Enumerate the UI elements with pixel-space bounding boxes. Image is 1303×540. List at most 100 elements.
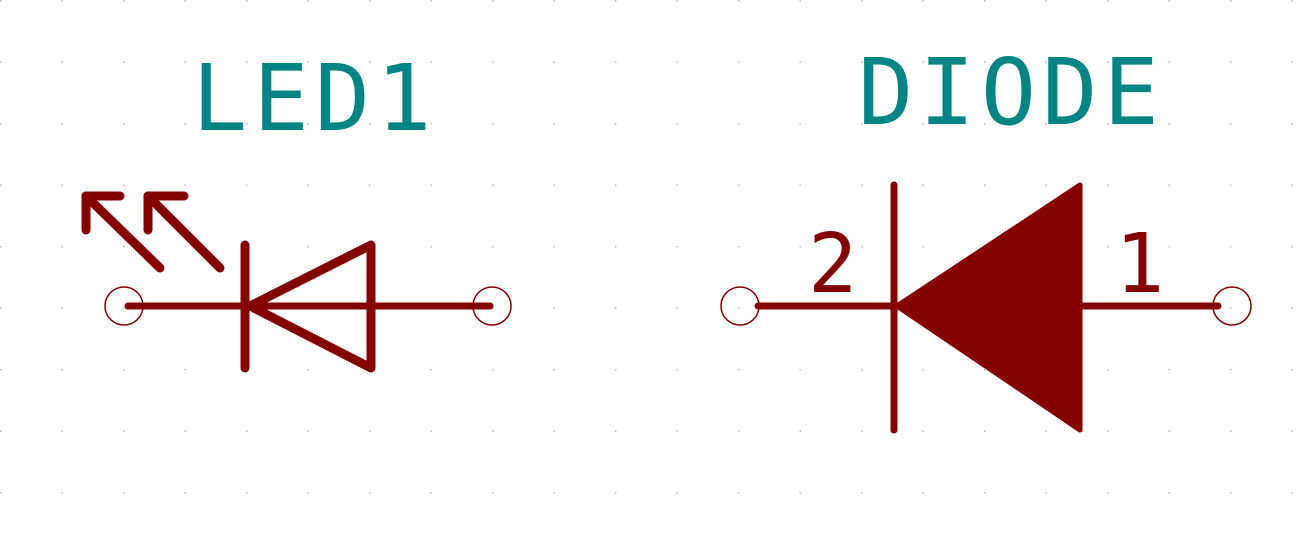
grid-dot bbox=[676, 246, 678, 248]
grid-dot bbox=[1291, 61, 1293, 63]
grid-dot bbox=[922, 61, 924, 63]
led-triangle-outline bbox=[245, 240, 376, 373]
grid-dot bbox=[1045, 61, 1047, 63]
grid-dot bbox=[1168, 184, 1170, 186]
grid-dot bbox=[1168, 0, 1170, 2]
grid-dot bbox=[0, 61, 2, 63]
led-component[interactable]: LED1 bbox=[81, 45, 512, 373]
grid-dot bbox=[553, 307, 555, 309]
grid-dot bbox=[123, 492, 125, 494]
grid-dot bbox=[307, 246, 309, 248]
grid-dot bbox=[1045, 430, 1047, 432]
diode-pin-left-endpoint[interactable] bbox=[720, 286, 760, 326]
grid-dot bbox=[184, 184, 186, 186]
grid-dot bbox=[1230, 492, 1232, 494]
grid-dot bbox=[984, 492, 986, 494]
grid-dot bbox=[246, 492, 248, 494]
grid-dot bbox=[0, 184, 2, 186]
grid-dot bbox=[1291, 123, 1293, 125]
grid-dot bbox=[676, 123, 678, 125]
grid-dot bbox=[492, 246, 494, 248]
grid-dot bbox=[922, 0, 924, 2]
grid-dot bbox=[984, 430, 986, 432]
grid-dot bbox=[1230, 307, 1232, 309]
grid-dot bbox=[615, 246, 617, 248]
grid-dot bbox=[0, 430, 2, 432]
grid-dot bbox=[430, 0, 432, 2]
grid-dot bbox=[1107, 246, 1109, 248]
grid-dot bbox=[553, 184, 555, 186]
grid-dot bbox=[799, 0, 801, 2]
grid-dot bbox=[61, 184, 63, 186]
grid-dot bbox=[307, 492, 309, 494]
grid-dot bbox=[738, 184, 740, 186]
grid-dot bbox=[615, 0, 617, 2]
grid-dot bbox=[123, 184, 125, 186]
grid-dot bbox=[123, 0, 125, 2]
grid-dot bbox=[1107, 123, 1109, 125]
grid-dot bbox=[738, 61, 740, 63]
grid-dot bbox=[0, 0, 2, 2]
grid-dot bbox=[615, 492, 617, 494]
grid-dot bbox=[61, 369, 63, 371]
grid-dot bbox=[922, 246, 924, 248]
grid-dot bbox=[1107, 61, 1109, 63]
grid-dot bbox=[246, 61, 248, 63]
grid-dot bbox=[184, 492, 186, 494]
grid-dot bbox=[922, 184, 924, 186]
grid-dot bbox=[492, 369, 494, 371]
grid-dot bbox=[861, 0, 863, 2]
grid-dot bbox=[1045, 184, 1047, 186]
grid-dot bbox=[492, 123, 494, 125]
grid-dot bbox=[1291, 492, 1293, 494]
grid-dot bbox=[369, 430, 371, 432]
grid-dot bbox=[799, 369, 801, 371]
diode-reference-label[interactable]: DIODE bbox=[858, 39, 1165, 146]
grid-dot bbox=[307, 184, 309, 186]
grid-dot bbox=[984, 61, 986, 63]
grid-dot bbox=[1168, 492, 1170, 494]
grid-dot bbox=[246, 430, 248, 432]
grid-dot bbox=[184, 0, 186, 2]
grid-dot bbox=[676, 184, 678, 186]
grid-dot bbox=[1291, 369, 1293, 371]
led-reference-label[interactable]: LED1 bbox=[192, 45, 438, 152]
grid-dot bbox=[307, 430, 309, 432]
grid-dot bbox=[861, 430, 863, 432]
grid-dot bbox=[430, 369, 432, 371]
grid-dot bbox=[861, 123, 863, 125]
diode-icon bbox=[754, 181, 1222, 434]
grid-dot bbox=[1230, 246, 1232, 248]
grid-dot bbox=[799, 246, 801, 248]
grid-dot bbox=[123, 307, 125, 309]
grid-dot bbox=[861, 184, 863, 186]
diode-pin-right-endpoint[interactable] bbox=[1212, 286, 1252, 326]
diode-component[interactable]: DIODE 2 1 bbox=[720, 39, 1252, 434]
grid-dot bbox=[0, 246, 2, 248]
grid-dot bbox=[184, 246, 186, 248]
led-pin-right-endpoint[interactable] bbox=[472, 286, 512, 326]
grid-dot bbox=[0, 123, 2, 125]
grid-dot bbox=[553, 0, 555, 2]
diode-filled-triangle bbox=[894, 182, 1083, 433]
grid-dot bbox=[615, 61, 617, 63]
grid-dot bbox=[738, 246, 740, 248]
led-pin-left-endpoint[interactable] bbox=[104, 286, 144, 326]
grid-dot bbox=[553, 369, 555, 371]
grid-dot bbox=[123, 61, 125, 63]
grid-dot bbox=[676, 0, 678, 2]
grid-dot bbox=[246, 123, 248, 125]
grid-dot bbox=[184, 61, 186, 63]
grid-dot bbox=[1230, 0, 1232, 2]
grid-dot bbox=[0, 369, 2, 371]
grid-dot bbox=[1168, 61, 1170, 63]
grid-dot bbox=[369, 123, 371, 125]
grid-dot bbox=[615, 184, 617, 186]
diode-pin-number-cathode: 2 bbox=[808, 217, 857, 312]
grid-dot bbox=[1291, 246, 1293, 248]
grid-dot bbox=[1107, 430, 1109, 432]
grid-dot bbox=[984, 123, 986, 125]
grid-dot bbox=[1107, 184, 1109, 186]
light-emission-arrows-icon bbox=[81, 191, 225, 273]
